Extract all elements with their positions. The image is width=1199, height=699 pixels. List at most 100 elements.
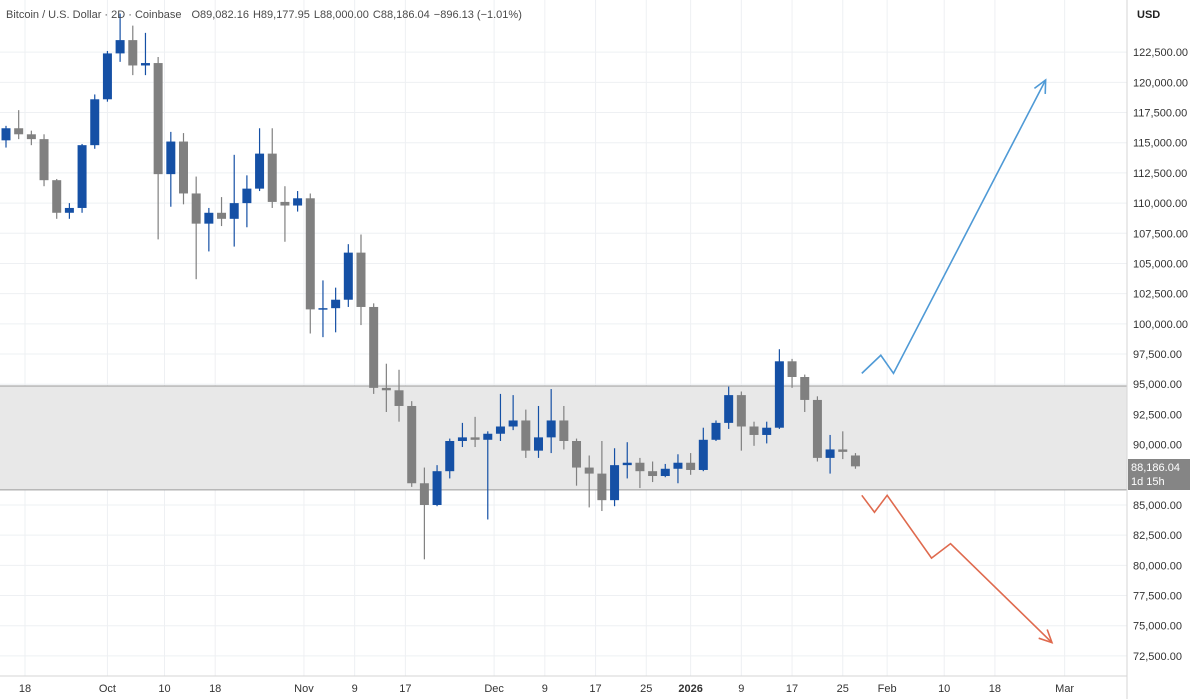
candle: [445, 438, 455, 479]
candle: [102, 50, 112, 102]
price-tick-label: 77,500.00: [1133, 591, 1182, 603]
price-tick-label: 117,500.00: [1133, 108, 1187, 120]
price-tick-label: 110,000.00: [1133, 198, 1187, 210]
candle: [572, 438, 582, 486]
candle-body: [153, 63, 163, 175]
candle: [1, 125, 11, 148]
time-tick-label: 10: [938, 683, 950, 695]
candle: [457, 422, 467, 448]
candle-body: [850, 455, 860, 467]
projection-arrows: [861, 78, 1054, 644]
candle: [749, 421, 759, 446]
time-tick-label: 17: [589, 683, 601, 695]
candle: [774, 349, 784, 429]
low-value: L88,000.00: [313, 9, 369, 21]
candle-body: [559, 420, 569, 441]
candle: [736, 391, 746, 451]
price-tick-label: 120,000.00: [1133, 77, 1188, 89]
candle: [166, 131, 176, 207]
candle: [521, 409, 531, 458]
candle-body: [90, 99, 100, 146]
candle: [407, 401, 417, 487]
time-tick-label: 18: [989, 683, 1001, 695]
candle-body: [64, 207, 74, 213]
candle: [305, 193, 315, 334]
candle: [483, 431, 493, 520]
price-tick-label: 102,500.00: [1133, 289, 1188, 301]
candle: [533, 405, 543, 458]
candle-body: [673, 462, 683, 469]
candle: [648, 461, 658, 483]
price-tick-label: 85,000.00: [1133, 500, 1182, 512]
candle: [838, 431, 848, 460]
time-tick-label: Feb: [878, 683, 897, 695]
candle-body: [140, 63, 150, 66]
candle-body: [686, 462, 696, 470]
price-axis[interactable]: 72,500.00 75,000.00 77,500.00 80,000.00 82,5…: [1126, 0, 1188, 699]
candle: [39, 134, 49, 187]
candle-body: [331, 299, 341, 309]
candle: [635, 457, 645, 489]
candle-body: [812, 399, 822, 458]
candle-body: [584, 467, 594, 474]
time-tick-label: 25: [837, 683, 849, 695]
candle: [508, 395, 518, 431]
candle: [64, 203, 74, 219]
candle: [698, 427, 708, 472]
grid-lines: [0, 0, 1127, 676]
time-axis[interactable]: 18 Oct 10 18 Nov 9 17 Dec 9 17 25 2026 9 17 25 Feb 10 18 M…: [0, 675, 1127, 695]
candle-body: [242, 188, 252, 204]
candle-body: [521, 420, 531, 451]
candle: [495, 393, 505, 441]
candle: [597, 440, 607, 512]
candle-body: [648, 471, 658, 477]
time-tick-label: 2026: [678, 683, 702, 695]
candle-body: [77, 145, 87, 208]
candle: [343, 244, 353, 307]
candle: [191, 176, 201, 280]
candle: [178, 133, 188, 205]
candle: [318, 280, 328, 338]
candle-body: [419, 483, 429, 505]
open-value: O89,082.16: [191, 9, 249, 21]
candle: [356, 234, 366, 326]
candle-body: [39, 139, 49, 181]
candle-body: [800, 376, 810, 400]
candle-body: [318, 308, 328, 310]
candle-body: [267, 153, 277, 202]
candle: [242, 175, 252, 228]
candle-body: [356, 252, 366, 307]
high-value: H89,177.95: [252, 9, 310, 21]
candle: [204, 207, 214, 252]
candle: [850, 453, 860, 469]
time-tick-label: Dec: [484, 683, 504, 695]
symbol-legend: Bitcoin / U.S. Dollar · 2D · Coinbase O8…: [6, 9, 522, 21]
candle: [394, 369, 404, 422]
time-tick-label: Mar: [1055, 683, 1074, 695]
candle: [229, 154, 239, 247]
candle-body: [115, 40, 125, 54]
time-tick-label: 9: [542, 683, 548, 695]
candle: [610, 448, 620, 507]
candle-body: [191, 193, 201, 224]
candle: [546, 389, 556, 454]
time-tick-label: 9: [352, 683, 358, 695]
time-tick-label: Nov: [294, 683, 314, 695]
candle-body: [369, 306, 379, 388]
currency-label[interactable]: USD: [1137, 9, 1161, 21]
candle: [660, 463, 670, 478]
close-value: C88,186.04: [372, 9, 430, 21]
candle-body: [166, 141, 176, 175]
candle-body: [445, 440, 455, 472]
candle-body: [204, 212, 214, 224]
candle-body: [280, 201, 290, 206]
candle: [686, 453, 696, 475]
candle: [381, 363, 391, 413]
price-tick-label: 72,500.00: [1133, 651, 1182, 663]
candle-body: [711, 422, 721, 440]
candle: [280, 186, 290, 242]
candle: [432, 465, 442, 507]
candle-body: [407, 405, 417, 484]
price-tick-label: 112,500.00: [1133, 168, 1187, 180]
